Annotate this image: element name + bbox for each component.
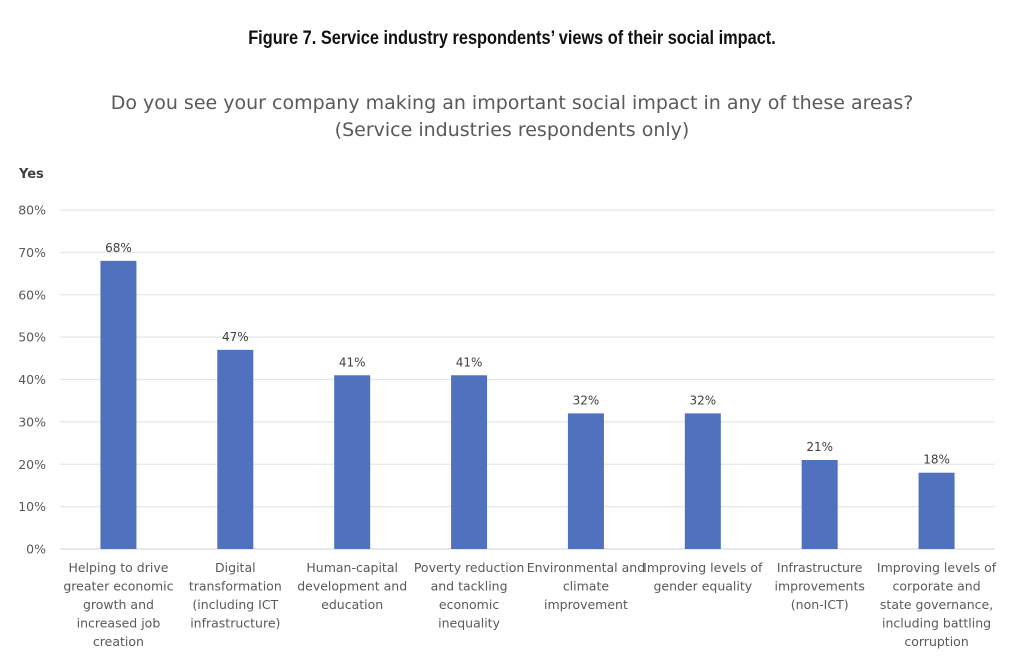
y-tick-label: 80% <box>18 203 46 218</box>
data-label: 68% <box>105 241 132 255</box>
bar <box>918 472 955 549</box>
y-tick-label: 0% <box>26 542 46 557</box>
y-tick-label: 10% <box>18 499 46 514</box>
category-label: Human-capital development and education <box>297 560 407 612</box>
chart-subtitle: (Service industries respondents only) <box>334 119 690 141</box>
category-label: Improving levels of gender equality <box>643 560 763 594</box>
data-label: 21% <box>806 440 833 454</box>
y-tick-label: 30% <box>18 414 46 429</box>
bars <box>100 260 955 549</box>
data-label: 41% <box>456 355 483 369</box>
data-label: 32% <box>573 393 600 407</box>
category-label: Poverty reduction and tackling economic ine… <box>414 560 524 631</box>
y-tick-label: 40% <box>18 372 46 387</box>
category-label: Helping to drive greater economic growth a… <box>63 560 173 649</box>
bar <box>334 375 371 549</box>
category-label: Digital transformation (including ICT infra… <box>189 560 282 631</box>
figure-caption: Figure 7. Service industry respondents’ … <box>248 28 776 49</box>
y-tick-label: 60% <box>18 287 46 302</box>
bar <box>801 460 838 549</box>
bar <box>100 260 137 549</box>
bar <box>451 375 488 549</box>
bar <box>217 349 254 549</box>
data-label: 41% <box>339 355 366 369</box>
bar <box>567 413 604 549</box>
y-axis-ticks: 0% 10% 20% 30% 40% 50% 60% 70% 80% <box>18 203 46 557</box>
category-label: Environmental and climate improvement <box>527 560 645 612</box>
category-label: Improving levels of corporate and state go… <box>877 560 997 649</box>
chart-title-block: Do you see your company making an import… <box>0 90 1024 144</box>
category-labels: Helping to drive greater economic growth a… <box>63 560 996 649</box>
data-label: 32% <box>689 393 716 407</box>
chart-title: Do you see your company making an import… <box>110 92 914 114</box>
bar <box>684 413 721 549</box>
y-tick-label: 70% <box>18 245 46 260</box>
y-tick-label: 20% <box>18 457 46 472</box>
y-axis-title: Yes <box>19 167 44 182</box>
category-label: Infrastructure improvements (non-ICT) <box>774 560 864 612</box>
data-label: 47% <box>222 330 249 344</box>
data-label: 18% <box>923 453 950 467</box>
gridlines <box>60 209 995 550</box>
data-labels: 68% 47% 41% 41% 32% 32% 21% 18% <box>105 241 950 467</box>
y-tick-label: 50% <box>18 330 46 345</box>
